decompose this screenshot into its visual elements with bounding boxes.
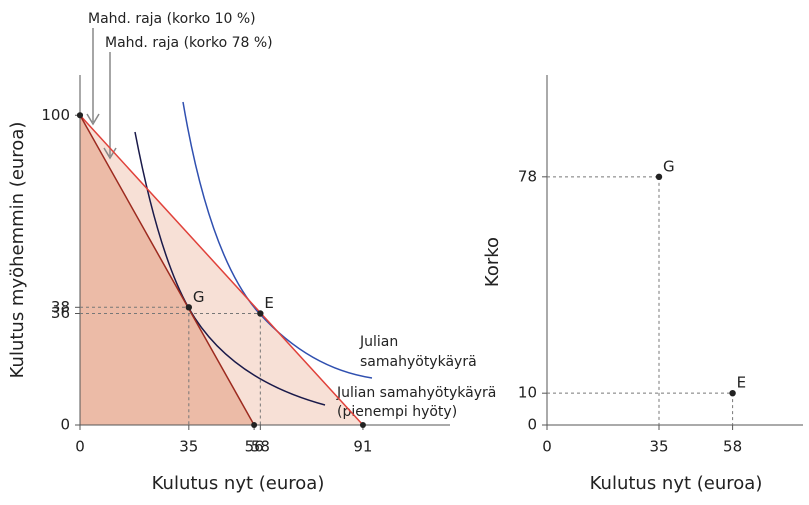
arrow-head	[86, 113, 100, 126]
arrow-head	[103, 147, 117, 160]
y-tick-label: 78	[518, 167, 537, 185]
y-tick-label: 100	[41, 106, 70, 124]
point	[185, 304, 193, 311]
point-label: E	[737, 374, 746, 392]
x-tick-label: 58	[723, 438, 742, 456]
curve-label: samahyötykäyrä	[360, 354, 477, 370]
endpoint	[77, 112, 83, 119]
curve-label: Julian	[359, 334, 398, 350]
y-tick-label: 0	[60, 416, 70, 434]
endpoint	[359, 422, 366, 428]
point	[257, 310, 264, 317]
x-tick-label: 56	[245, 438, 264, 456]
x-tick-label: 35	[649, 438, 668, 456]
x-tick-label: 0	[542, 438, 552, 456]
curve-label: Julian samahyötykäyrä	[336, 385, 496, 401]
series-label: Mahd. raja (korko 10 %)	[88, 11, 256, 27]
curve-label: (pienempi hyöty)	[337, 404, 457, 420]
y-tick-label: 0	[527, 416, 537, 434]
series-label: Mahd. raja (korko 78 %)	[105, 35, 273, 51]
y-tick-label: 36	[51, 304, 70, 322]
x-tick-label: 91	[353, 438, 372, 456]
y-axis-label: Kulutus myöhemmin (euroa)	[7, 122, 28, 379]
point-label: E	[264, 294, 273, 312]
point-label: G	[663, 157, 675, 175]
budget-line	[79, 114, 364, 426]
point	[729, 389, 736, 397]
budget-line	[79, 114, 255, 426]
endpoint	[251, 422, 258, 428]
y-axis-label: Korko	[482, 237, 503, 287]
y-tick-label: 38	[51, 298, 70, 316]
x-axis-label: Kulutus nyt (euroa)	[152, 473, 325, 494]
indifference-curve	[182, 101, 373, 379]
point-label: G	[193, 288, 205, 306]
x-tick-label: 35	[179, 438, 198, 456]
x-axis-label: Kulutus nyt (euroa)	[590, 473, 763, 494]
x-tick-label: 0	[75, 438, 85, 456]
point	[655, 173, 663, 181]
x-tick-label: 58	[251, 438, 270, 456]
y-tick-label: 10	[518, 384, 537, 402]
